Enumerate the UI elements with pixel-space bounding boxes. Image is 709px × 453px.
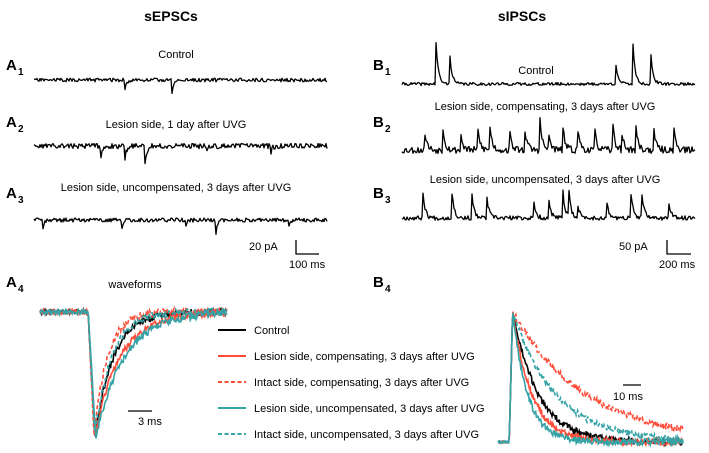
trace-b2: [401, 117, 696, 155]
scale-bar-lines: [666, 240, 691, 255]
waveform-plot-b4: [497, 311, 684, 448]
panel-label-b4: B 4: [373, 274, 391, 295]
scale-bar-ipsc: 50 pA 200 ms: [619, 240, 696, 271]
trace-a2: [33, 142, 328, 165]
scale-bar-ipsc-amplitude: 50 pA: [619, 241, 648, 253]
panel-letter: A: [6, 185, 17, 202]
scale-bar-ipsc-time: 200 ms: [659, 259, 696, 271]
panel-letter: B: [373, 274, 384, 291]
legend-label: Lesion side, compensating, 3 days after …: [254, 351, 475, 363]
panel-label-b2: B 2: [373, 114, 391, 135]
panel-subscript: 3: [18, 195, 24, 206]
panel-subscript: 3: [385, 195, 391, 206]
panel-subscript: 2: [18, 124, 24, 135]
panel-subscript: 2: [385, 124, 391, 135]
scale-bar-ipsc-waveform-time: 10 ms: [613, 391, 643, 403]
trace-title-a2: Lesion side, 1 day after UVG: [106, 119, 247, 131]
waveform-a4-series: [39, 307, 228, 439]
waveform-b4-series: [497, 312, 684, 445]
panel-label-b1: B 1: [373, 57, 391, 78]
waveform-b4-series: [497, 311, 684, 445]
waveform-plot-a4: [39, 305, 228, 439]
legend-label: Lesion side, uncompensated, 3 days after…: [254, 403, 485, 415]
scale-bar-epsc-amplitude: 20 pA: [249, 241, 278, 253]
scale-bar-epsc-waveform: 3 ms: [128, 410, 162, 428]
panel-subscript: 4: [385, 284, 391, 295]
panel-letter: A: [6, 114, 17, 131]
traces: [33, 41, 696, 235]
panel-label-a1: A 1: [6, 57, 24, 78]
waveform-b4-series: [497, 315, 684, 448]
column-title-sepscs: sEPSCs: [144, 8, 198, 24]
trace-a3: [33, 217, 328, 235]
waveform-a4-series: [39, 306, 228, 437]
legend-label: Control: [254, 325, 289, 337]
trace-title-b1: Control: [518, 65, 553, 77]
panel-letter: A: [6, 57, 17, 74]
panel-letter: A: [6, 274, 17, 291]
panel-letter: B: [373, 114, 384, 131]
trace-title-b2: Lesion side, compensating, 3 days after …: [435, 101, 656, 113]
column-title-sipscs: sIPSCs: [498, 8, 546, 24]
trace-title-b3: Lesion side, uncompensated, 3 days after…: [430, 174, 661, 186]
trace-b1: [401, 41, 696, 87]
panel-subscript: 1: [385, 67, 391, 78]
scale-bar-lines: [295, 240, 319, 255]
panel-label-a4: A 4: [6, 274, 24, 295]
panel-label-a3: A 3: [6, 185, 24, 206]
trace-title-a4: waveforms: [107, 279, 162, 291]
scale-bar-epsc: 20 pA 100 ms: [249, 240, 326, 271]
trace-title-a1: Control: [158, 49, 193, 61]
scale-bar-ipsc-waveform: 10 ms: [613, 384, 643, 403]
legend-label: Intact side, compensating, 3 days after …: [254, 377, 469, 389]
panel-label-a2: A 2: [6, 114, 24, 135]
trace-a1: [33, 77, 328, 95]
trace-b3: [401, 189, 696, 221]
waveform-a4-series: [39, 307, 228, 432]
legend-label: Intact side, uncompensated, 3 days after…: [254, 429, 479, 441]
panel-letter: B: [373, 57, 384, 74]
panel-label-b3: B 3: [373, 185, 391, 206]
scale-bar-epsc-time: 100 ms: [289, 259, 326, 271]
panel-letter: B: [373, 185, 384, 202]
legend: Control Lesion side, compensating, 3 days…: [218, 325, 485, 441]
scale-bar-epsc-waveform-time: 3 ms: [138, 416, 162, 428]
panel-subscript: 1: [18, 67, 24, 78]
trace-title-a3: Lesion side, uncompensated, 3 days after…: [61, 182, 292, 194]
panel-subscript: 4: [18, 284, 24, 295]
